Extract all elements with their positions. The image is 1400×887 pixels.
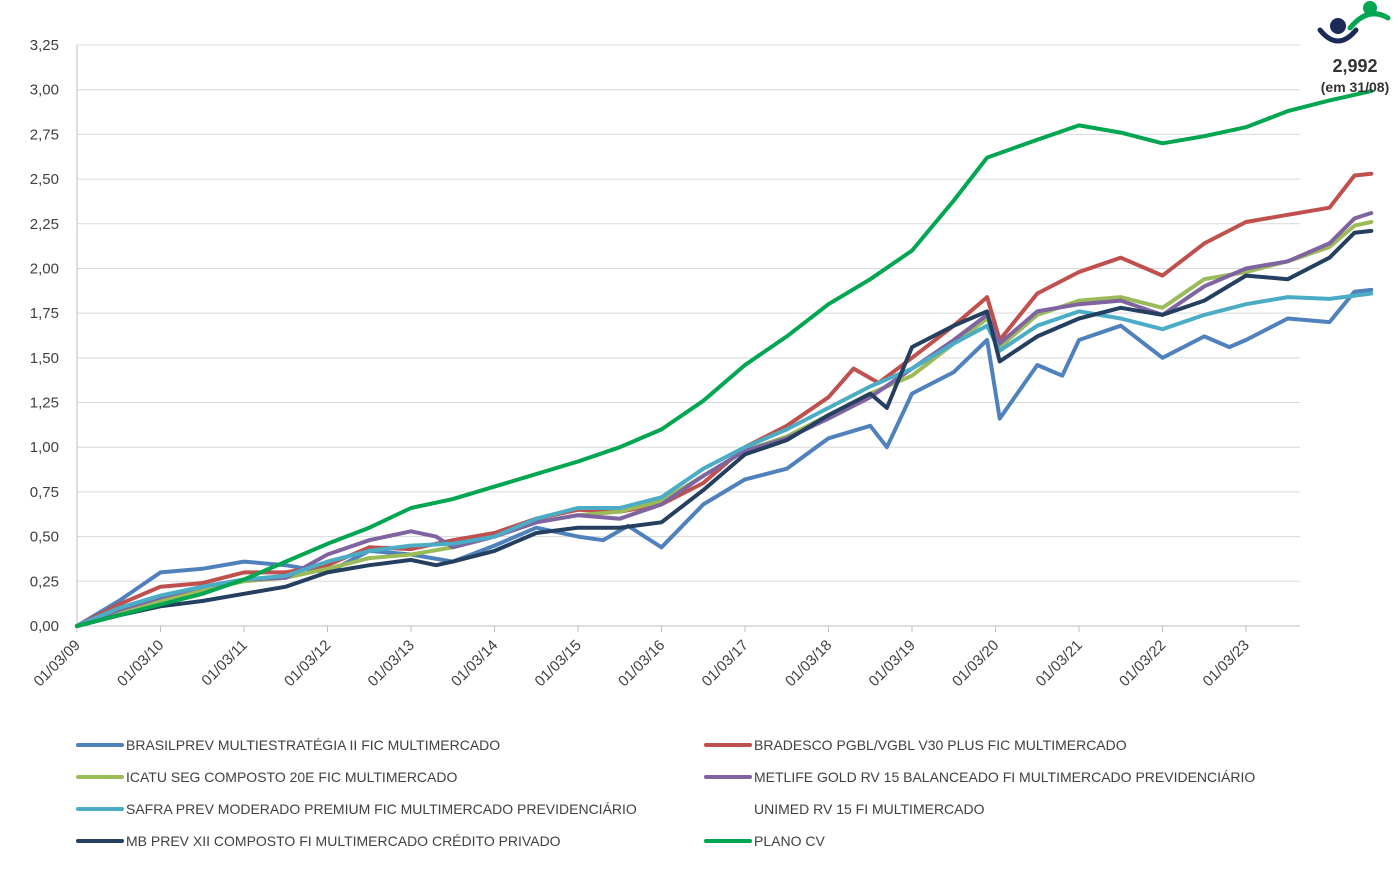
x-tick-label: 01/03/18 — [782, 637, 835, 690]
x-tick-label: 01/03/14 — [448, 637, 501, 690]
x-tick-label: 01/03/11 — [198, 637, 251, 690]
x-tick-label: 01/03/19 — [866, 637, 919, 690]
x-tick-label: 01/03/20 — [949, 637, 1002, 690]
y-tick-label: 2,50 — [30, 171, 59, 188]
series-line — [75, 89, 1374, 628]
brand-logo-icon — [1317, 1, 1391, 44]
series-line — [75, 171, 1374, 628]
y-tick-label: 2,00 — [30, 260, 59, 277]
y-tick-label: 0,25 — [30, 573, 59, 590]
x-tick-label: 01/03/15 — [532, 637, 585, 690]
y-tick-label: 0,00 — [30, 618, 59, 635]
chart-grid — [77, 44, 1300, 582]
y-tick-label: 1,50 — [30, 350, 59, 367]
chart-series — [75, 89, 1374, 628]
y-tick-label: 1,75 — [30, 305, 59, 322]
legend-label: PLANO CV — [754, 833, 825, 849]
y-tick-label: 3,25 — [30, 37, 59, 54]
legend-label: BRADESCO PGBL/VGBL V30 PLUS FIC MULTIMER… — [754, 737, 1127, 753]
y-tick-label: 2,25 — [30, 216, 59, 233]
series-line — [75, 211, 1374, 628]
series-line — [75, 291, 1374, 628]
x-tick-label: 01/03/10 — [114, 637, 167, 690]
y-tick-label: 3,00 — [30, 82, 59, 99]
series-line — [75, 228, 1374, 628]
y-tick-label: 0,75 — [30, 484, 59, 501]
callout-value: 2,992 — [1332, 56, 1377, 76]
legend-label: ICATU SEG COMPOSTO 20E FIC MULTIMERCADO — [126, 769, 457, 785]
x-tick-label: 01/03/17 — [699, 637, 752, 690]
x-tick-label: 01/03/09 — [31, 637, 84, 690]
x-tick-label: 01/03/23 — [1200, 637, 1253, 690]
value-callout: 2,992 (em 31/08) — [1317, 1, 1391, 95]
legend-label: SAFRA PREV MODERADO PREMIUM FIC MULTIMER… — [126, 801, 637, 817]
chart-legend: BRASILPREV MULTIESTRATÉGIA II FIC MULTIM… — [76, 737, 1255, 849]
y-tick-label: 2,75 — [30, 126, 59, 143]
legend-label: BRASILPREV MULTIESTRATÉGIA II FIC MULTIM… — [126, 737, 500, 753]
x-tick-label: 01/03/21 — [1033, 637, 1086, 690]
callout-note: (em 31/08) — [1321, 79, 1389, 95]
chart-axes: 0,00 0,25 0,50 0,75 1,00 1,25 1,50 1,75 2,00 2,25… — [30, 37, 1300, 690]
legend-label: METLIFE GOLD RV 15 BALANCEADO FI MULTIME… — [754, 769, 1255, 785]
legend-label: UNIMED RV 15 FI MULTIMERCADO — [754, 801, 985, 817]
legend-label: MB PREV XII COMPOSTO FI MULTIMERCADO CRÉ… — [126, 833, 561, 849]
x-tick-label: 01/03/12 — [281, 637, 334, 690]
y-tick-label: 1,25 — [30, 395, 59, 412]
x-tick-label: 01/03/16 — [615, 637, 668, 690]
x-tick-label: 01/03/22 — [1116, 637, 1169, 690]
y-tick-label: 1,00 — [30, 439, 59, 456]
x-tick-label: 01/03/13 — [365, 637, 418, 690]
y-tick-label: 0,50 — [30, 529, 59, 546]
